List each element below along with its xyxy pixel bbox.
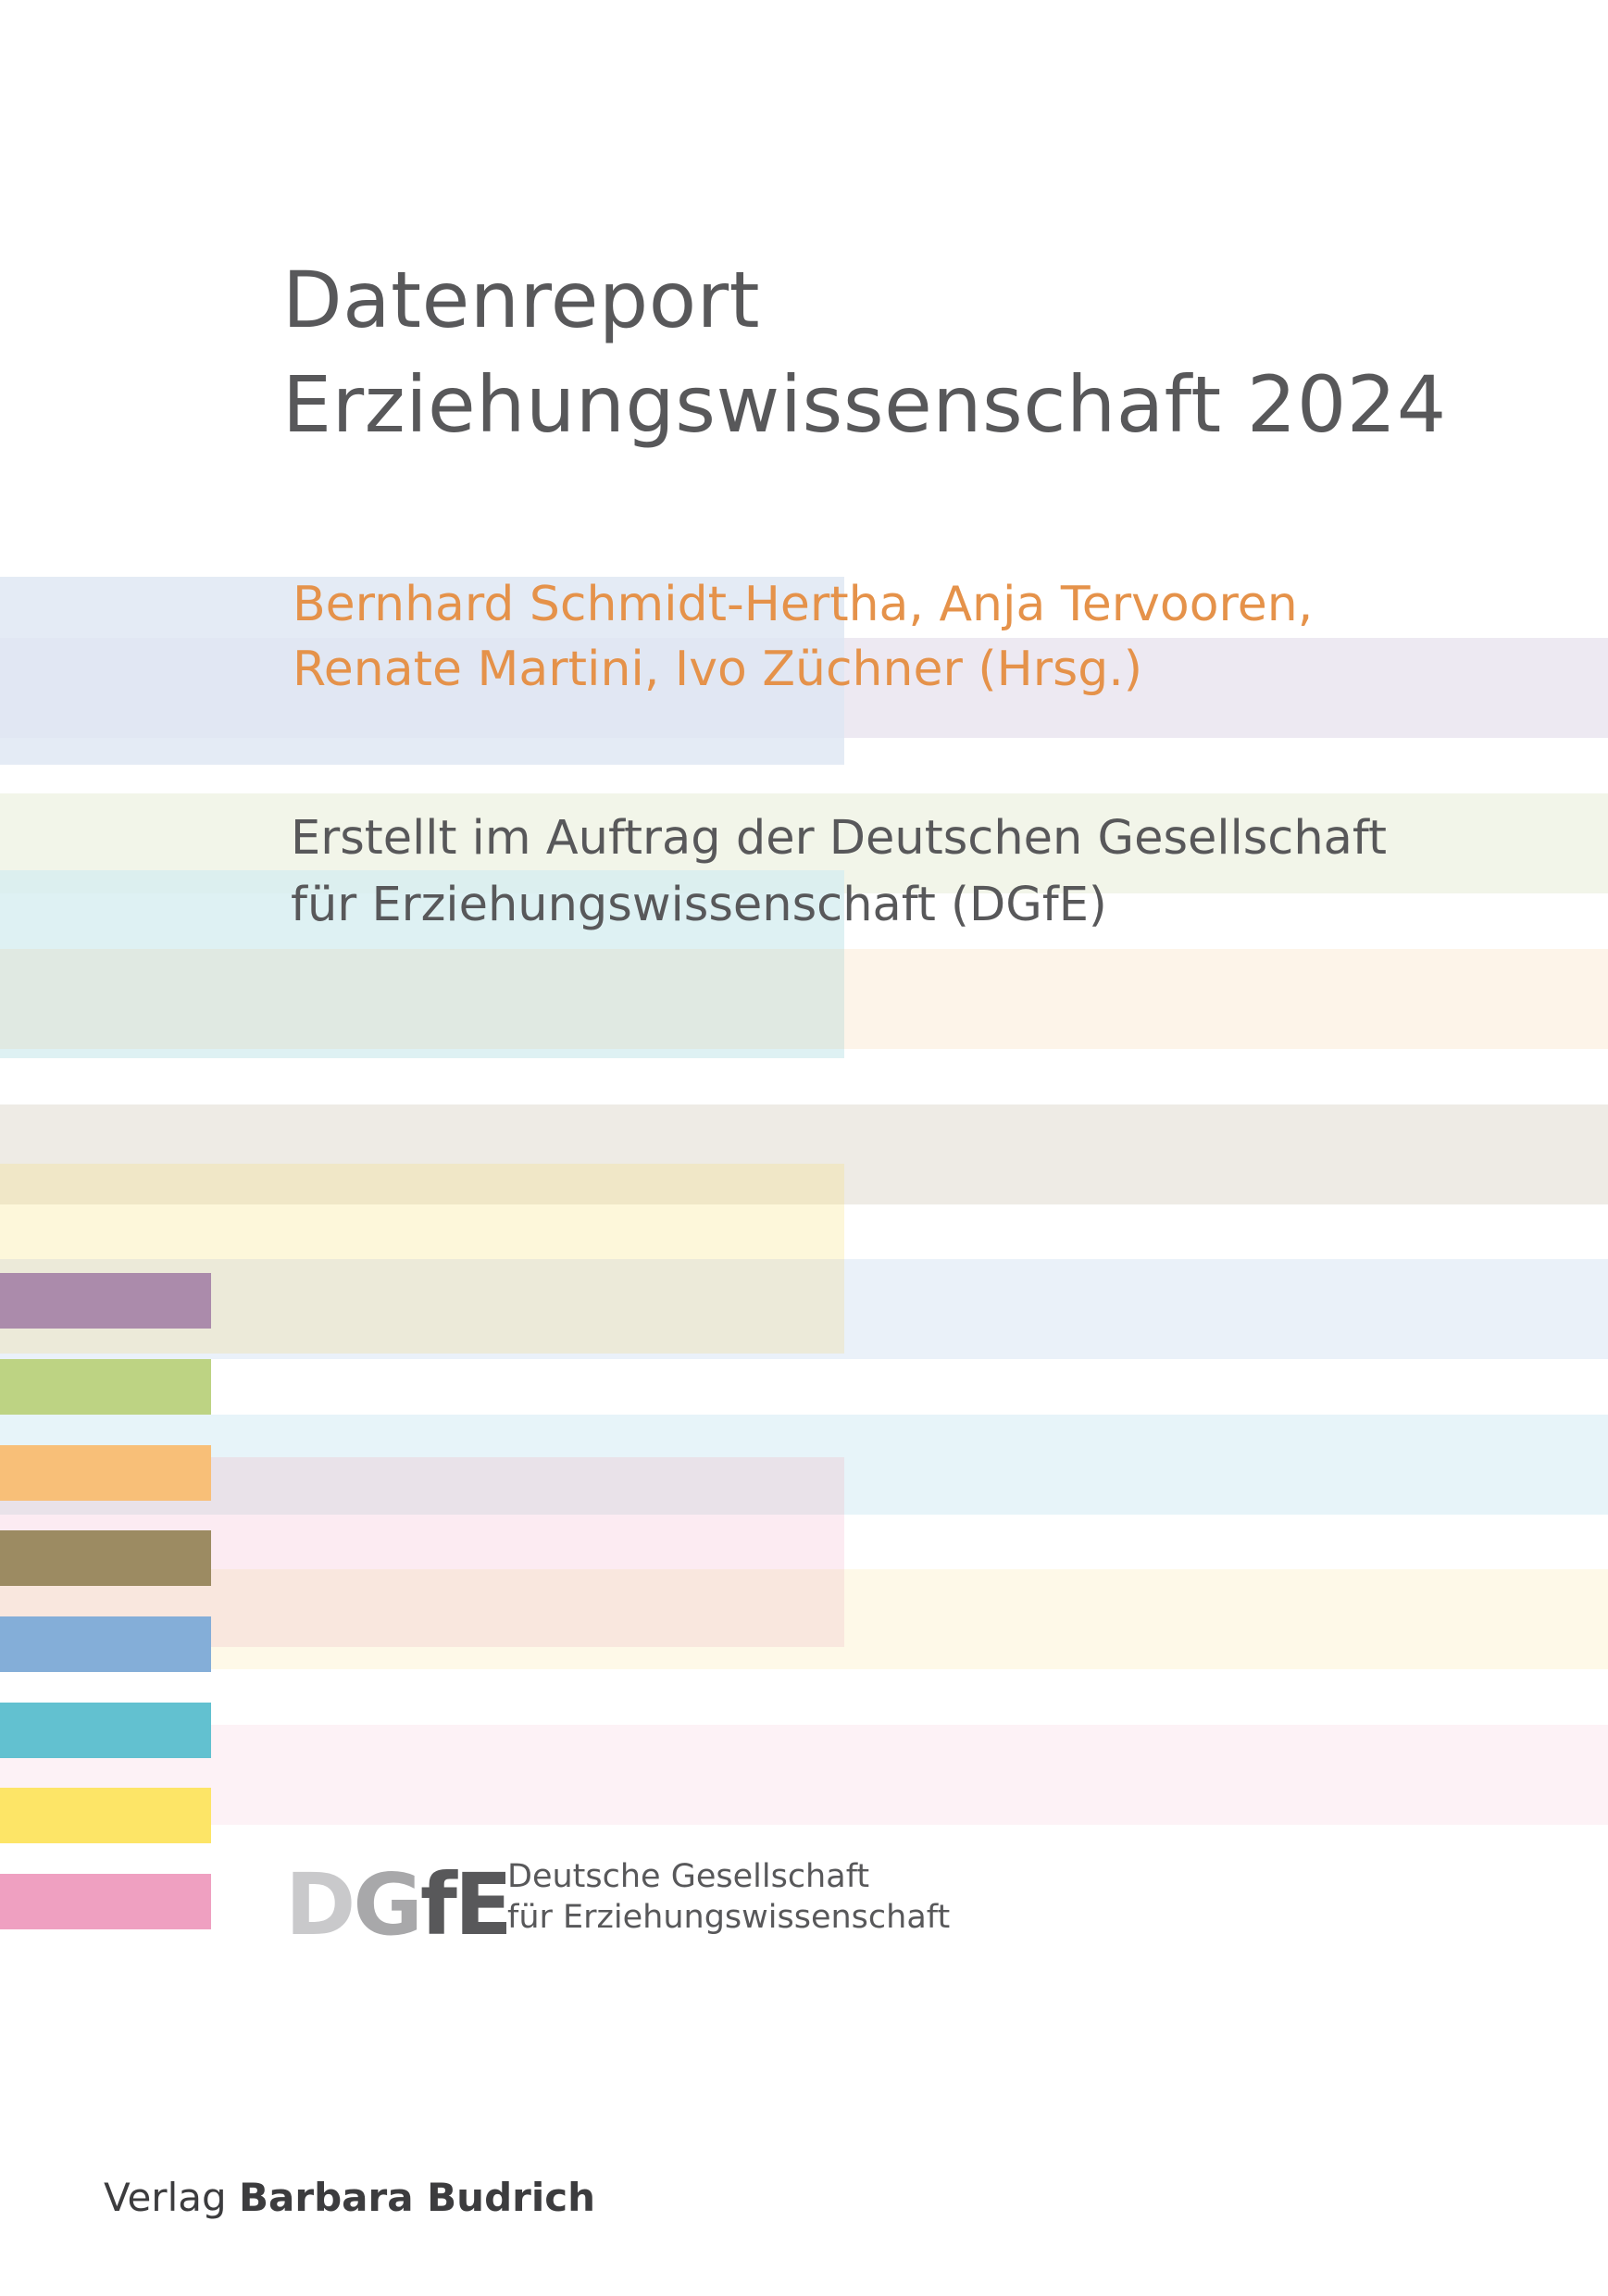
- swatch-orange: [0, 1445, 211, 1501]
- publisher: Verlag Barbara Budrich: [104, 2174, 595, 2222]
- dgfe-logo-fe: fE: [419, 1855, 513, 1954]
- book-title-line2: Erziehungswissenschaft 2024: [282, 359, 1447, 450]
- publisher-prefix: Verlag: [104, 2175, 227, 2220]
- publisher-name: Barbara Budrich: [239, 2175, 596, 2220]
- band-sage-short: [0, 949, 844, 1049]
- swatch-yellow: [0, 1788, 211, 1843]
- editors-line2: Renate Martini, Ivo Züchner (Hrsg.): [293, 642, 1143, 697]
- commission-statement: Erstellt im Auftrag der Deutschen Gesell…: [291, 805, 1387, 939]
- swatch-brown: [0, 1530, 211, 1586]
- band-pink-long: [0, 1725, 1608, 1825]
- swatch-green: [0, 1359, 211, 1415]
- commission-line1: Erstellt im Auftrag der Deutschen Gesell…: [291, 811, 1387, 866]
- editors: Bernhard Schmidt-Hertha, Anja Tervooren,…: [293, 572, 1313, 702]
- dgfe-name-line1: Deutsche Gesellschaft: [507, 1858, 870, 1895]
- dgfe-logo: DGfE: [285, 1861, 513, 1950]
- book-title: Datenreport Erziehungswissenschaft 2024: [282, 248, 1447, 457]
- book-title-line1: Datenreport: [282, 255, 761, 345]
- commission-line2: für Erziehungswissenschaft (DGfE): [291, 878, 1107, 932]
- dgfe-logo-g: G: [353, 1855, 422, 1954]
- swatch-pink: [0, 1874, 211, 1929]
- swatch-teal: [0, 1703, 211, 1758]
- band-khaki-short: [0, 1164, 844, 1204]
- band-lightblue-short: [0, 577, 844, 765]
- dgfe-name-line2: für Erziehungswissenschaft: [507, 1899, 951, 1936]
- dgfe-full-name: Deutsche Gesellschaft für Erziehungswiss…: [507, 1856, 950, 1938]
- swatch-blue: [0, 1616, 211, 1672]
- dgfe-logo-d: D: [285, 1855, 355, 1954]
- swatch-purple: [0, 1273, 211, 1329]
- editors-line1: Bernhard Schmidt-Hertha, Anja Tervooren,: [293, 577, 1314, 632]
